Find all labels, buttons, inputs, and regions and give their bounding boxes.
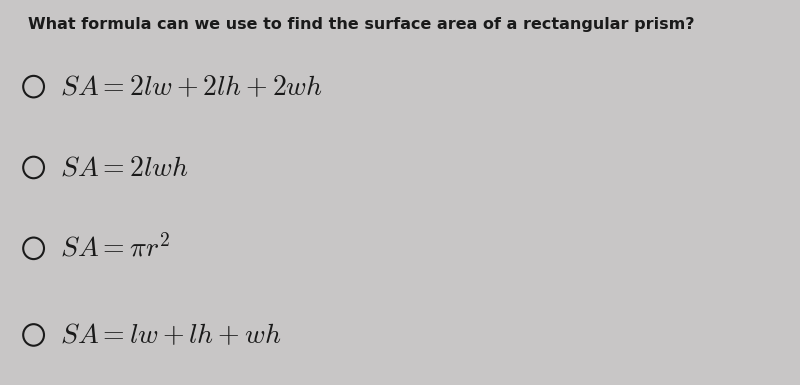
Text: $SA = lw + lh + wh$: $SA = lw + lh + wh$ bbox=[60, 321, 282, 349]
Text: $SA = \pi r^2$: $SA = \pi r^2$ bbox=[60, 234, 170, 263]
Text: $SA = 2lwh$: $SA = 2lwh$ bbox=[60, 154, 189, 181]
Text: $SA = 2lw + 2lh + 2wh$: $SA = 2lw + 2lh + 2wh$ bbox=[60, 73, 323, 100]
Text: What formula can we use to find the surface area of a rectangular prism?: What formula can we use to find the surf… bbox=[28, 17, 694, 32]
